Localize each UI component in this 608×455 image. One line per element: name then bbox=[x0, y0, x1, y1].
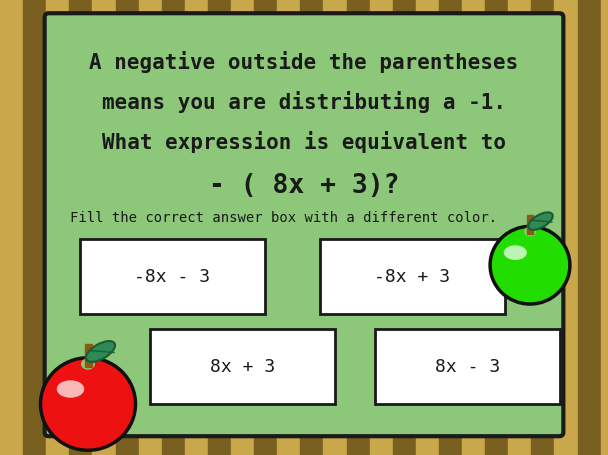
Bar bbox=[554, 0, 578, 455]
Bar bbox=[347, 0, 370, 455]
Bar bbox=[528, 215, 533, 234]
Text: - ( 8x + 3)?: - ( 8x + 3)? bbox=[209, 172, 399, 198]
Bar bbox=[578, 0, 601, 455]
Bar bbox=[150, 329, 335, 404]
Ellipse shape bbox=[81, 359, 94, 369]
Bar bbox=[601, 0, 608, 455]
Bar bbox=[254, 0, 277, 455]
Bar bbox=[462, 0, 485, 455]
Ellipse shape bbox=[504, 246, 527, 260]
Text: -8x + 3: -8x + 3 bbox=[375, 268, 451, 286]
Bar bbox=[531, 0, 554, 455]
Bar bbox=[92, 0, 116, 455]
Bar bbox=[320, 239, 505, 314]
Bar bbox=[85, 344, 91, 367]
Bar bbox=[162, 0, 185, 455]
Text: 8x - 3: 8x - 3 bbox=[435, 358, 500, 376]
Bar bbox=[393, 0, 416, 455]
Ellipse shape bbox=[528, 213, 553, 230]
Bar bbox=[439, 0, 462, 455]
Bar bbox=[485, 0, 508, 455]
Bar bbox=[370, 0, 393, 455]
Ellipse shape bbox=[490, 227, 570, 304]
Bar bbox=[139, 0, 162, 455]
FancyBboxPatch shape bbox=[44, 14, 564, 436]
Text: -8x - 3: -8x - 3 bbox=[134, 268, 210, 286]
Bar bbox=[116, 0, 139, 455]
Bar bbox=[80, 239, 265, 314]
Text: Fill the correct answer box with a different color.: Fill the correct answer box with a diffe… bbox=[71, 211, 497, 224]
Text: means you are distributing a -1.: means you are distributing a -1. bbox=[102, 91, 506, 113]
Bar bbox=[46, 0, 69, 455]
Bar bbox=[323, 0, 347, 455]
Bar bbox=[185, 0, 208, 455]
Ellipse shape bbox=[41, 358, 136, 450]
Ellipse shape bbox=[57, 380, 85, 398]
Text: A negative outside the parentheses: A negative outside the parentheses bbox=[89, 51, 519, 73]
Bar bbox=[375, 329, 560, 404]
Bar bbox=[231, 0, 254, 455]
Bar bbox=[277, 0, 300, 455]
Bar bbox=[208, 0, 231, 455]
Bar bbox=[508, 0, 531, 455]
Bar bbox=[69, 0, 92, 455]
Ellipse shape bbox=[525, 228, 535, 236]
Bar bbox=[416, 0, 439, 455]
Ellipse shape bbox=[86, 341, 115, 362]
Bar bbox=[23, 0, 46, 455]
Text: What expression is equivalent to: What expression is equivalent to bbox=[102, 131, 506, 153]
Bar bbox=[0, 0, 23, 455]
Text: 8x + 3: 8x + 3 bbox=[210, 358, 275, 376]
Bar bbox=[300, 0, 323, 455]
